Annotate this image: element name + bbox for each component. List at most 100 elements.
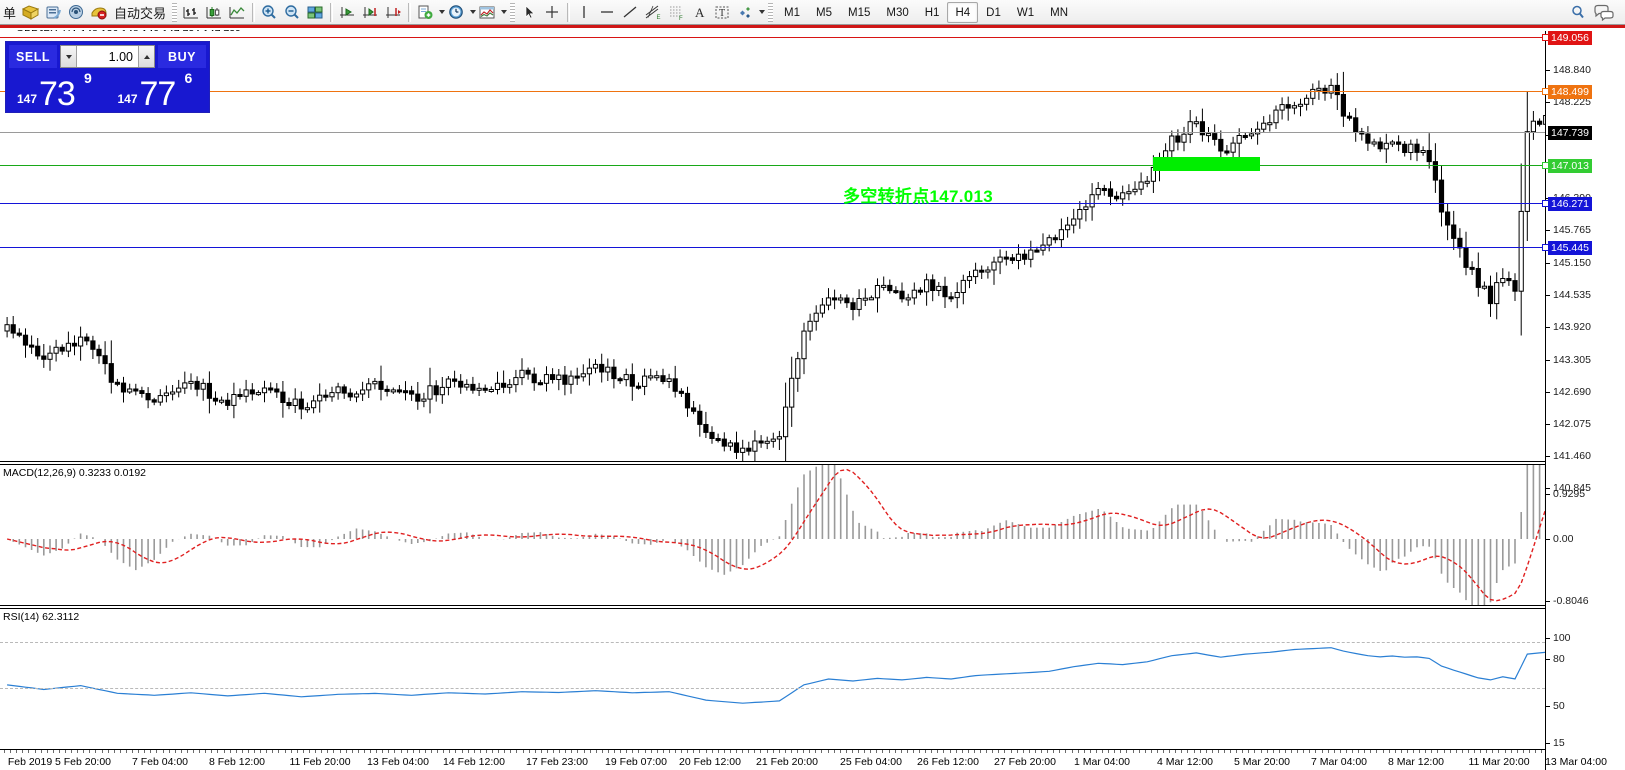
time-tick — [608, 750, 609, 753]
line-chart-icon[interactable] — [226, 1, 249, 24]
equidistant-channel-icon[interactable]: E — [642, 1, 665, 24]
time-tick — [797, 750, 798, 753]
timeframe-h4[interactable]: H4 — [947, 1, 979, 23]
toolbar-grip[interactable] — [172, 2, 178, 22]
sell-price-main: 73 — [39, 75, 76, 113]
toolbar-separator-3 — [408, 2, 412, 22]
time-tick — [382, 750, 383, 753]
indicators-dropdown-caret[interactable] — [501, 10, 508, 14]
time-tick — [77, 750, 78, 753]
horizontal-line-icon[interactable] — [596, 1, 619, 24]
time-tick — [205, 750, 206, 753]
toolbar-partial-label: 单 — [3, 5, 17, 21]
timeframe-m1[interactable]: M1 — [784, 6, 801, 19]
time-tick — [669, 750, 670, 753]
objects-icon[interactable] — [734, 1, 757, 24]
time-tick — [1285, 750, 1286, 753]
shift-start-icon[interactable] — [336, 1, 359, 24]
time-tick — [724, 750, 725, 753]
zoom-out-icon[interactable] — [281, 1, 304, 24]
time-tick — [22, 750, 23, 753]
time-axis[interactable]: Feb 2019 5 Feb 20:00 7 Feb 04:00 8 Feb 12:0… — [0, 749, 1607, 770]
autotrade-label[interactable]: 自动交易 — [114, 5, 167, 21]
macd-pane-divider[interactable] — [0, 461, 1625, 465]
timeframe-m30[interactable]: M30 — [886, 6, 909, 19]
chat-icon[interactable] — [1591, 1, 1617, 24]
timeframe-m15[interactable]: M15 — [848, 6, 871, 19]
time-tick — [1126, 750, 1127, 753]
time-tick — [956, 750, 957, 753]
time-tick — [1163, 750, 1164, 753]
buy-price-display[interactable]: 147 77 6 — [110, 68, 207, 113]
toolbar-grip-3[interactable] — [768, 2, 774, 22]
time-tick — [248, 750, 249, 753]
shift-end-icon[interactable] — [359, 1, 382, 24]
timeframe-m5[interactable]: M5 — [816, 6, 832, 19]
signals-icon[interactable] — [65, 1, 88, 24]
price-level-handle-148499[interactable] — [1542, 88, 1549, 95]
time-tick — [480, 750, 481, 753]
crosshair-icon[interactable] — [541, 1, 564, 24]
one-click-trading-panel[interactable]: SELL 1.00 BUY 147 73 9 147 77 6 — [5, 41, 210, 113]
time-label-2: 7 Feb 04:00 — [131, 756, 189, 768]
sell-price-display[interactable]: 147 73 9 — [9, 68, 106, 113]
market-icon[interactable] — [88, 1, 111, 24]
text-label-icon[interactable]: T — [711, 1, 734, 24]
text-icon[interactable]: A — [688, 1, 711, 24]
timeframe-d1[interactable]: D1 — [986, 6, 1001, 19]
chart-area[interactable]: 多空转折点147.013 MACD(12,26,9) 0.3233 0.0192… — [0, 31, 1625, 770]
new-chart-dropdown-caret[interactable] — [439, 10, 446, 14]
cursor-icon[interactable] — [518, 1, 541, 24]
price-level-handle-146271[interactable] — [1542, 200, 1549, 207]
trade-panel-prices: 147 73 9 147 77 6 — [6, 68, 209, 113]
price-level-handle-145445[interactable] — [1542, 244, 1549, 251]
volume-increase-button[interactable] — [138, 46, 154, 67]
timeframe-w1[interactable]: W1 — [1016, 6, 1035, 19]
price-pane[interactable]: 多空转折点147.013 — [0, 31, 1545, 461]
trendline-icon[interactable] — [619, 1, 642, 24]
toolbar-grip-2[interactable] — [510, 2, 516, 22]
macd-pane[interactable] — [0, 465, 1545, 605]
zoom-in-icon[interactable] — [258, 1, 281, 24]
price-axis[interactable]: 149.056148.840148.499148.225147.739147.6… — [1542, 31, 1625, 770]
time-tick — [346, 750, 347, 753]
buy-button[interactable]: BUY — [158, 45, 206, 68]
folder-icon[interactable] — [19, 1, 42, 24]
volume-value[interactable]: 1.00 — [108, 50, 133, 64]
vertical-line-icon[interactable] — [573, 1, 596, 24]
timeframe-mn[interactable]: MN — [1050, 6, 1068, 19]
indicators-icon[interactable] — [476, 1, 499, 24]
time-tick — [1370, 750, 1371, 753]
rsi-pane-divider[interactable] — [0, 605, 1625, 609]
rsi-pane[interactable] — [0, 609, 1545, 749]
rsi-scale-2: 50 — [1546, 700, 1565, 712]
time-tick — [59, 750, 60, 753]
search-icon[interactable] — [1567, 1, 1591, 24]
period-dropdown-caret[interactable] — [470, 10, 477, 14]
timeframe-h1[interactable]: H1 — [924, 6, 940, 19]
trade-panel-controls: SELL 1.00 BUY — [6, 42, 209, 68]
time-tick — [901, 750, 902, 753]
candlestick-chart-icon[interactable] — [203, 1, 226, 24]
time-tick — [1017, 750, 1018, 753]
bar-chart-icon[interactable] — [180, 1, 203, 24]
sell-button[interactable]: SELL — [9, 45, 57, 68]
objects-dropdown-caret[interactable] — [759, 10, 766, 14]
price-level-handle-147013[interactable] — [1542, 162, 1549, 169]
volume-stepper[interactable]: 1.00 — [60, 45, 155, 68]
price-level-handle-149056[interactable] — [1542, 34, 1549, 41]
time-tick — [864, 750, 865, 753]
period-clock-icon[interactable] — [445, 1, 468, 24]
fibonacci-icon[interactable]: F — [665, 1, 688, 24]
publish-icon[interactable] — [42, 1, 65, 24]
price-tick-143305: 143.305 — [1546, 354, 1591, 366]
rsi-scale-0: 100 — [1546, 632, 1571, 644]
shift-end-icon-2[interactable] — [382, 1, 405, 24]
time-tick — [1194, 750, 1195, 753]
volume-decrease-button[interactable] — [61, 46, 77, 67]
price-tick-144535: 144.535 — [1546, 289, 1591, 301]
price-badge-147013: 147.013 — [1548, 159, 1592, 173]
new-chart-icon[interactable] — [414, 1, 437, 24]
time-tick — [89, 750, 90, 753]
tile-windows-icon[interactable] — [304, 1, 327, 24]
